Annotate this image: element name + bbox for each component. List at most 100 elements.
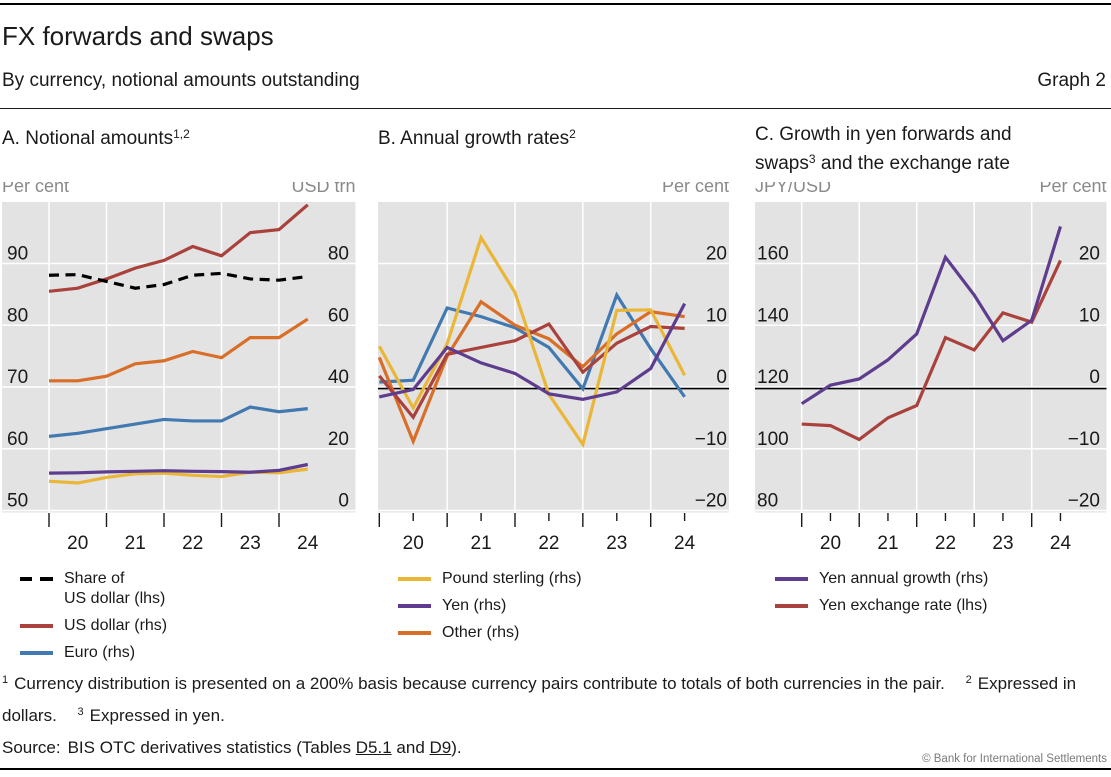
right-axis-label: 10 <box>1079 305 1100 326</box>
graph-number-label: Graph 2 <box>1037 70 1106 91</box>
left-axis-label: 80 <box>757 491 778 512</box>
left-axis-unit: JPY/USD <box>755 182 831 196</box>
right-axis-label: 20 <box>328 429 349 450</box>
panel-a-title-sup: 1,2 <box>173 127 190 141</box>
right-axis-label: 60 <box>328 305 349 326</box>
x-axis-label: 23 <box>992 533 1013 554</box>
footnote-2-text: Expressed in dollars. <box>2 674 1077 725</box>
legend-label: Euro (rhs) <box>64 644 136 661</box>
legend-label: Pound sterling (rhs) <box>442 570 582 587</box>
series-line-share-of-us-dollar <box>48 271 308 290</box>
bottom-rule <box>0 768 1111 770</box>
legend-item: US dollar (rhs) <box>20 616 167 636</box>
series-line-yen-annual-growth <box>800 225 1062 406</box>
legend-swatch-yellow <box>398 577 431 581</box>
x-axis-label: 22 <box>182 533 203 554</box>
footnote-3-text: Expressed in yen. <box>89 706 225 725</box>
footnote-2-marker: 2 <box>965 674 972 686</box>
source-link-d9[interactable]: D9 <box>429 738 452 757</box>
legend-item: Yen exchange rate (lhs) <box>775 596 988 616</box>
legend-label: Other (rhs) <box>442 624 520 641</box>
right-axis-label: 10 <box>706 305 727 326</box>
panel-c-chart: 20 21 22 23 241601401201008020100−10−20JPY/U… <box>755 182 1107 554</box>
right-axis-label: −10 <box>695 429 727 450</box>
series-line-euro <box>48 405 308 438</box>
left-axis-label: 70 <box>7 367 28 388</box>
left-axis-label: 90 <box>7 244 28 265</box>
panel-a-title-text: A. Notional amounts <box>2 128 174 149</box>
x-axis-label: 21 <box>125 533 146 554</box>
right-axis-label: −20 <box>695 491 727 512</box>
x-axis-label: 23 <box>240 533 261 554</box>
footnote-1-text: Currency distribution is presented on a … <box>14 674 945 693</box>
legend-item: Yen (rhs) <box>398 596 582 616</box>
series-line-yen <box>378 302 687 401</box>
panel-c-title: C. Growth in yen forwards and swaps3 and… <box>755 122 1111 176</box>
panel-a-chart: 20 21 22 23 24 90 80 70 60 50 80 60 40 20 0 Per cent USD… <box>2 182 356 554</box>
series-line-other <box>49 317 309 383</box>
legend-swatch-orange <box>398 631 431 635</box>
plot-area <box>755 202 1107 513</box>
x-axis-label: 20 <box>67 533 88 554</box>
legend-item: Euro (rhs) <box>20 643 167 663</box>
legend-label: Yen (rhs) <box>442 597 507 614</box>
x-axis-label: 21 <box>471 533 492 554</box>
source-link-d51[interactable]: D5.1 <box>355 738 392 757</box>
panel-b-title-sup: 2 <box>569 127 576 141</box>
legend-swatch-red <box>775 604 808 608</box>
left-axis-label: 80 <box>7 305 28 326</box>
header-divider <box>0 108 1111 109</box>
legend-item: Other (rhs) <box>398 623 582 643</box>
right-axis-label: −20 <box>1068 491 1100 512</box>
x-axis-label: 20 <box>820 533 841 554</box>
footnotes: 1 Currency distribution is presented on a… <box>2 666 1105 730</box>
left-axis-unit: Per cent <box>2 182 69 196</box>
right-axis-label: 0 <box>1089 367 1100 388</box>
legend-swatch-purple <box>775 577 808 581</box>
x-axis-label: 20 <box>403 533 424 554</box>
right-axis-label: 80 <box>328 244 349 265</box>
panel-b-legend: Pound sterling (rhs) Yen (rhs) Other (rhs) <box>398 569 582 650</box>
right-axis-label: 0 <box>716 367 727 388</box>
legend-swatch-black-dashed <box>20 577 53 581</box>
panel-a-title: A. Notional amounts1,2 <box>2 122 362 151</box>
right-axis-label: 0 <box>338 491 349 512</box>
series-line-us-dollar <box>378 321 685 421</box>
page-title: FX forwards and swaps <box>2 21 274 51</box>
footnote-1-marker: 1 <box>2 674 9 686</box>
right-axis-label: 40 <box>328 367 349 388</box>
x-axis-label: 24 <box>297 533 319 554</box>
panel-c-group: 20 21 22 23 241601401201008020100−10−20JPY/U… <box>755 182 1107 554</box>
left-axis-label: 100 <box>757 429 789 450</box>
x-axis-label: 22 <box>538 533 559 554</box>
legend-item: Share of US dollar (lhs) <box>20 569 167 609</box>
panel-c-title-line2: swaps <box>755 153 809 174</box>
legend-label: Yen annual growth (rhs) <box>819 570 989 587</box>
legend-item: Pound sterling (rhs) <box>398 569 582 589</box>
panel-b-group: 20 21 22 23 24 20 10 0 −10 −20 Per cent <box>377 182 729 554</box>
panel-b-title-text: B. Annual growth rates <box>378 128 570 149</box>
source-conjunction: and <box>396 738 425 757</box>
right-axis-unit: USD trn <box>291 182 355 196</box>
right-axis-unit: Per cent <box>1039 182 1106 196</box>
left-axis-label: 60 <box>7 429 28 450</box>
left-axis-label: 50 <box>7 491 28 512</box>
panel-b-chart: 20 21 22 23 24 20 10 0 −10 −20 Per cent <box>377 182 729 554</box>
right-axis-label: 20 <box>706 244 727 265</box>
x-axis-label: 23 <box>606 533 627 554</box>
legend-label: US dollar (rhs) <box>64 617 168 634</box>
panel-c-title-line2-rest: and the exchange rate <box>815 153 1010 174</box>
left-axis-label: 120 <box>757 367 789 388</box>
right-axis-label: 20 <box>1079 244 1100 265</box>
panel-a-group: 20 21 22 23 24 90 80 70 60 50 80 60 40 20 0 Per cent USD… <box>2 182 356 554</box>
right-axis-unit: Per cent <box>662 182 729 196</box>
x-axis-label: 24 <box>674 533 696 554</box>
legend-label: Yen exchange rate (lhs) <box>819 597 988 614</box>
x-axis-label: 21 <box>877 533 898 554</box>
left-axis-label: 160 <box>757 244 789 265</box>
panel-b-title: B. Annual growth rates2 <box>378 122 738 151</box>
footnote-3-marker: 3 <box>77 706 84 718</box>
x-axis-label: 22 <box>935 533 956 554</box>
legend-swatch-red <box>20 624 53 628</box>
legend-swatch-blue <box>20 651 53 655</box>
